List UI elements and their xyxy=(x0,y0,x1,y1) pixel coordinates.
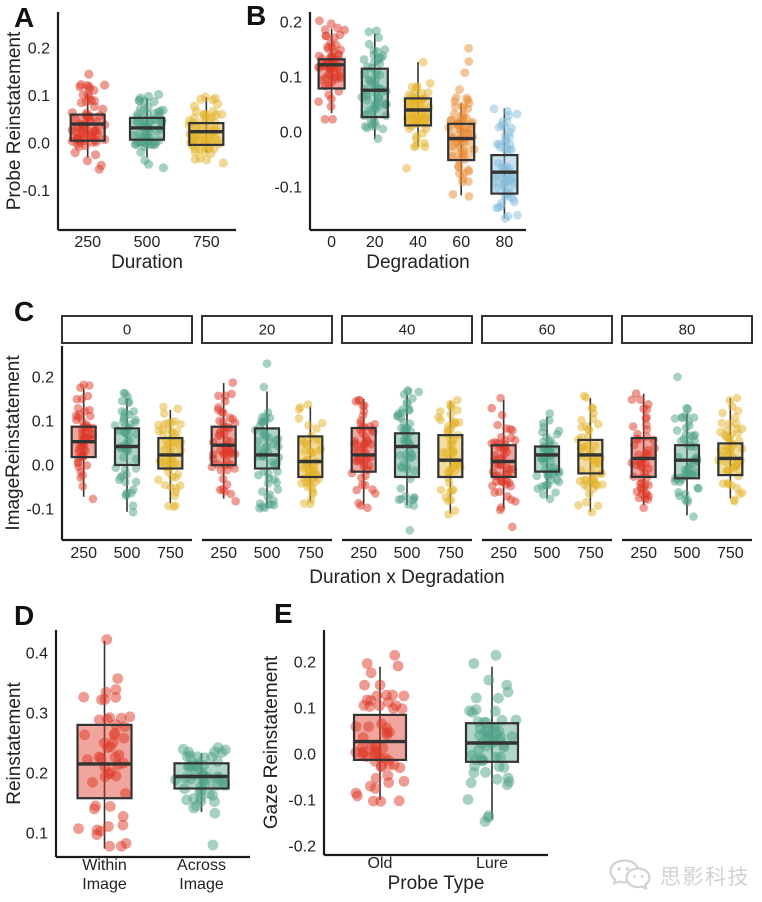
svg-text:0.1: 0.1 xyxy=(32,413,54,430)
svg-text:0: 0 xyxy=(327,234,336,251)
svg-text:500: 500 xyxy=(254,545,281,562)
svg-text:500: 500 xyxy=(674,545,701,562)
svg-text:500: 500 xyxy=(134,234,161,251)
svg-text:250: 250 xyxy=(490,545,517,562)
svg-text:500: 500 xyxy=(114,545,141,562)
svg-text:80: 80 xyxy=(679,322,696,339)
svg-text:60: 60 xyxy=(539,322,556,339)
svg-text:Probe Type: Probe Type xyxy=(388,873,485,894)
svg-text:250: 250 xyxy=(74,234,101,251)
svg-text:0.1: 0.1 xyxy=(280,69,302,86)
watermark: 思影科技 xyxy=(608,858,750,894)
svg-text:0.2: 0.2 xyxy=(280,14,302,31)
svg-text:20: 20 xyxy=(259,322,276,339)
svg-text:-0.1: -0.1 xyxy=(22,183,50,200)
svg-text:750: 750 xyxy=(193,234,220,251)
svg-text:80: 80 xyxy=(496,234,514,251)
svg-text:750: 750 xyxy=(437,545,464,562)
svg-text:Old: Old xyxy=(368,855,393,872)
svg-text:0: 0 xyxy=(123,322,131,339)
svg-text:Gaze Reinstatement: Gaze Reinstatement xyxy=(261,655,282,829)
svg-text:0.4: 0.4 xyxy=(26,645,48,662)
svg-text:750: 750 xyxy=(297,545,324,562)
svg-text:0.2: 0.2 xyxy=(294,655,316,672)
svg-text:0.1: 0.1 xyxy=(28,88,50,105)
svg-text:0.3: 0.3 xyxy=(26,705,48,722)
svg-text:0.0: 0.0 xyxy=(32,458,54,475)
svg-text:500: 500 xyxy=(394,545,421,562)
svg-text:250: 250 xyxy=(70,545,97,562)
svg-text:40: 40 xyxy=(399,322,416,339)
svg-text:Duration x Degradation: Duration x Degradation xyxy=(309,567,504,588)
panel-e-label: E xyxy=(274,598,293,629)
watermark-text: 思影科技 xyxy=(660,866,750,889)
svg-text:Degradation: Degradation xyxy=(366,252,470,273)
svg-text:750: 750 xyxy=(717,545,744,562)
panel-c-label: C xyxy=(14,296,35,327)
svg-text:0.0: 0.0 xyxy=(280,125,302,142)
panel-d-label: D xyxy=(14,600,35,631)
panel-b-label: B xyxy=(246,0,267,31)
panel-d-chart: 0.4 0.3 0.2 0.1 Reinstatement Within Image Acro… xyxy=(4,630,250,893)
svg-text:250: 250 xyxy=(210,545,237,562)
svg-text:-0.1: -0.1 xyxy=(26,502,54,519)
svg-text:Lure: Lure xyxy=(476,855,508,872)
svg-text:0.1: 0.1 xyxy=(26,825,48,842)
svg-text:0.0: 0.0 xyxy=(28,136,50,153)
svg-text:Reinstatement: Reinstatement xyxy=(4,682,25,805)
svg-text:0.2: 0.2 xyxy=(28,41,50,58)
svg-text:0.1: 0.1 xyxy=(294,701,316,718)
svg-text:-0.1: -0.1 xyxy=(288,792,316,809)
svg-text:0.2: 0.2 xyxy=(32,369,54,386)
svg-text:500: 500 xyxy=(534,545,561,562)
svg-text:Duration: Duration xyxy=(111,252,183,273)
svg-text:250: 250 xyxy=(630,545,657,562)
svg-text:60: 60 xyxy=(452,234,470,251)
svg-text:Probe Reinstatement: Probe Reinstatement xyxy=(4,31,25,210)
svg-text:-0.2: -0.2 xyxy=(288,838,316,855)
svg-text:ImageReinstatement: ImageReinstatement xyxy=(3,355,24,531)
svg-text:750: 750 xyxy=(157,545,184,562)
panel-e-chart: 0.2 0.1 0.0 -0.1 -0.2 Gaze Reinstatement Old Lu… xyxy=(261,630,548,894)
wechat-chat-bubbles-icon xyxy=(609,859,651,890)
svg-text:20: 20 xyxy=(366,234,384,251)
svg-text:-0.1: -0.1 xyxy=(274,180,302,197)
svg-text:750: 750 xyxy=(577,545,604,562)
svg-text:40: 40 xyxy=(409,234,427,251)
svg-text:0.0: 0.0 xyxy=(294,746,316,763)
panel-b-chart: 0.2 0.1 0.0 -0.1 0 20 40 60 80 Degradation xyxy=(274,12,526,273)
panel-a-label: A xyxy=(14,2,35,33)
svg-text:0.2: 0.2 xyxy=(26,765,48,782)
svg-text:250: 250 xyxy=(350,545,377,562)
